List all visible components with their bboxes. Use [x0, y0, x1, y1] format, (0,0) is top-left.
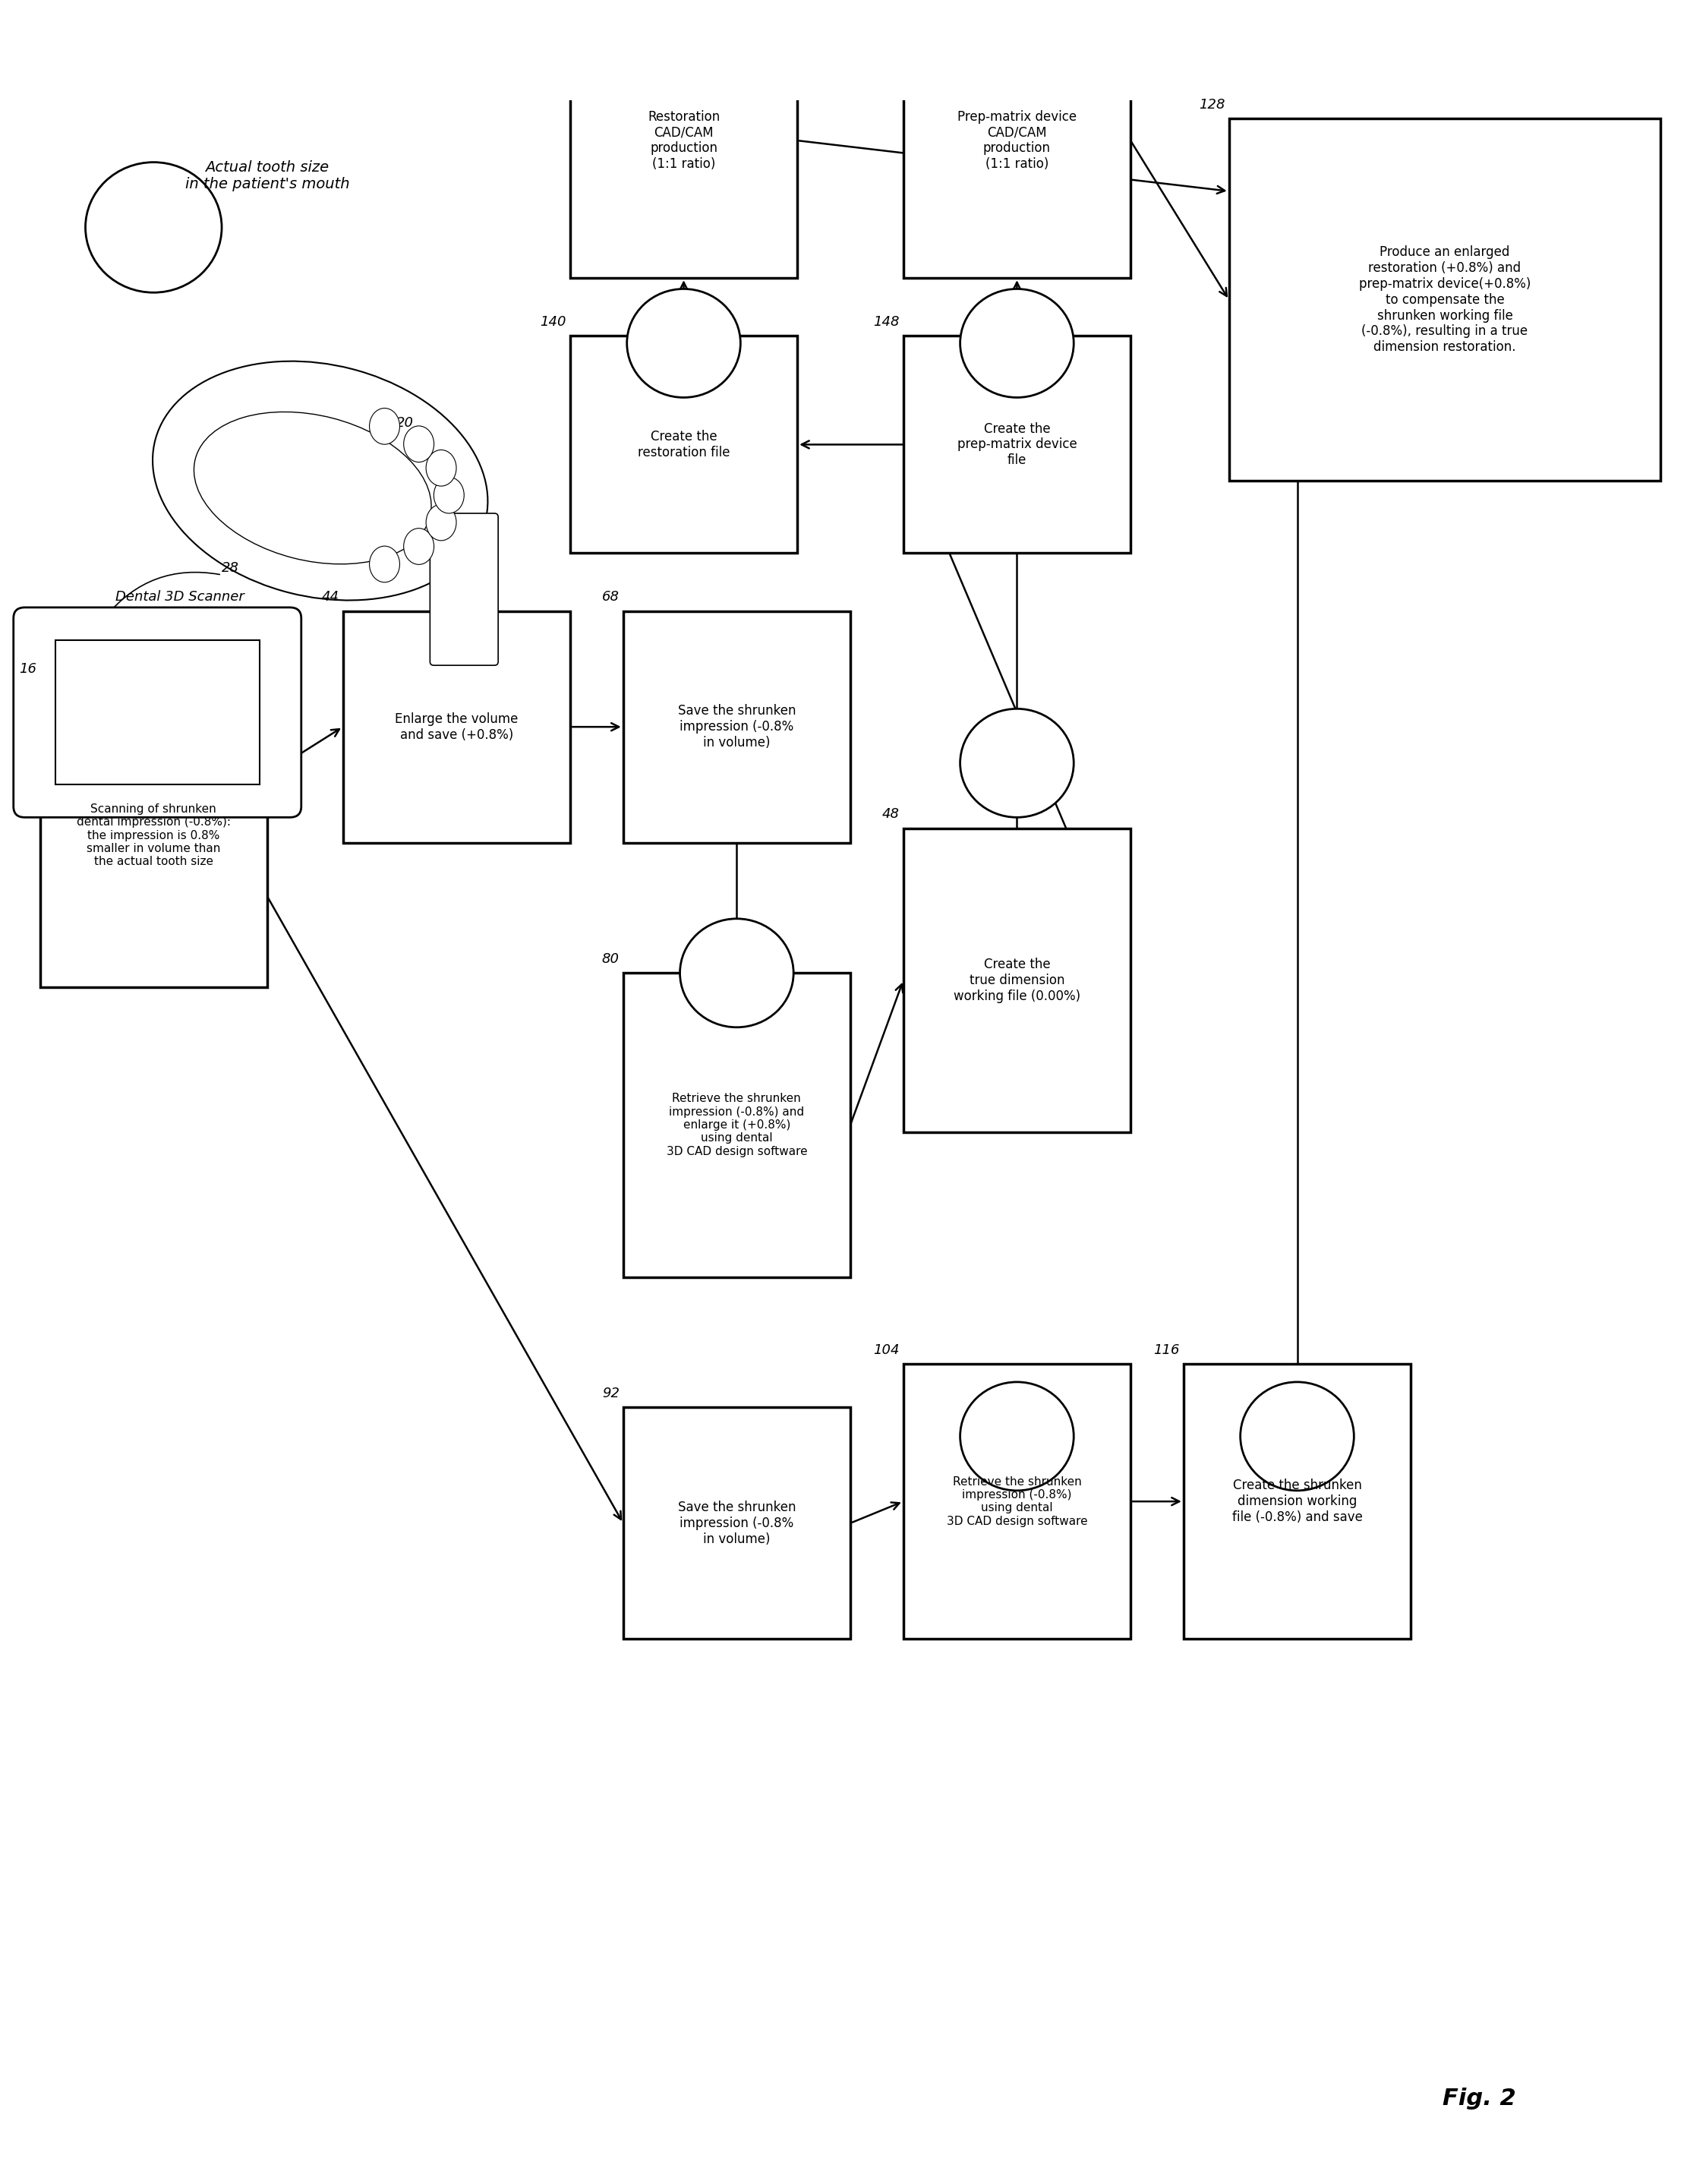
Ellipse shape — [194, 413, 432, 563]
Text: 44: 44 — [322, 590, 339, 603]
Bar — [570, 2, 798, 277]
Bar — [1230, 118, 1660, 480]
Text: 28: 28 — [221, 561, 240, 574]
Ellipse shape — [434, 476, 464, 513]
Circle shape — [960, 710, 1073, 817]
FancyBboxPatch shape — [13, 607, 302, 817]
Bar — [903, 1363, 1130, 1638]
Text: 16: 16 — [19, 662, 35, 677]
Circle shape — [1240, 1382, 1355, 1489]
Text: Fig. 2: Fig. 2 — [1442, 2088, 1515, 2110]
Text: Dental 3D Scanner: Dental 3D Scanner — [116, 590, 245, 603]
Text: Retrieve the shrunken
impression (-0.8%) and
enlarge it (+0.8%)
using dental
3D : Retrieve the shrunken impression (-0.8%)… — [666, 1092, 806, 1158]
Text: 116: 116 — [1154, 1343, 1179, 1356]
Bar — [903, 828, 1130, 1131]
Bar — [56, 640, 260, 784]
Text: 80: 80 — [602, 952, 619, 965]
Text: 92: 92 — [602, 1387, 619, 1400]
Ellipse shape — [403, 529, 434, 563]
Text: Retrieve the shrunken
impression (-0.8%)
using dental
3D CAD design software: Retrieve the shrunken impression (-0.8%)… — [946, 1476, 1088, 1527]
Bar — [40, 684, 267, 987]
Text: Create the shrunken
dimension working
file (-0.8%) and save: Create the shrunken dimension working fi… — [1232, 1479, 1363, 1524]
Circle shape — [953, 0, 1081, 50]
Ellipse shape — [152, 360, 488, 601]
Text: Create the
true dimension
working file (0.00%): Create the true dimension working file (… — [953, 957, 1080, 1002]
Circle shape — [1339, 0, 1468, 50]
Ellipse shape — [427, 505, 455, 542]
Circle shape — [960, 1382, 1073, 1489]
Bar — [570, 336, 798, 553]
Bar — [903, 336, 1130, 553]
Text: 20: 20 — [396, 417, 413, 430]
Text: 68: 68 — [602, 590, 619, 603]
Bar — [342, 612, 570, 843]
Text: Actual tooth size
in the patient's mouth: Actual tooth size in the patient's mouth — [186, 159, 349, 192]
Bar — [623, 1406, 850, 1638]
Text: 140: 140 — [540, 314, 567, 330]
Bar — [623, 612, 850, 843]
Ellipse shape — [369, 546, 400, 583]
Circle shape — [960, 288, 1073, 397]
Text: Create the
restoration file: Create the restoration file — [638, 430, 730, 459]
Text: Enlarge the volume
and save (+0.8%): Enlarge the volume and save (+0.8%) — [395, 712, 518, 743]
Ellipse shape — [403, 426, 434, 463]
Text: 128: 128 — [1199, 98, 1225, 111]
Circle shape — [619, 0, 747, 50]
Circle shape — [628, 288, 741, 397]
Text: 148: 148 — [874, 314, 899, 330]
Bar — [623, 974, 850, 1278]
Text: Save the shrunken
impression (-0.8%
in volume): Save the shrunken impression (-0.8% in v… — [678, 703, 796, 749]
Text: Scanning of shrunken
dental impression (-0.8%):
the impression is 0.8%
smaller i: Scanning of shrunken dental impression (… — [76, 804, 231, 867]
Text: 48: 48 — [882, 808, 899, 821]
Circle shape — [680, 919, 793, 1026]
Text: Restoration
CAD/CAM
production
(1:1 ratio): Restoration CAD/CAM production (1:1 rati… — [648, 109, 720, 170]
Text: Save the shrunken
impression (-0.8%
in volume): Save the shrunken impression (-0.8% in v… — [678, 1500, 796, 1546]
Ellipse shape — [369, 408, 400, 443]
Text: Prep-matrix device
CAD/CAM
production
(1:1 ratio): Prep-matrix device CAD/CAM production (1… — [957, 109, 1076, 170]
Bar — [1184, 1363, 1410, 1638]
Text: 104: 104 — [874, 1343, 899, 1356]
Circle shape — [86, 162, 221, 293]
FancyBboxPatch shape — [430, 513, 498, 666]
Text: Create the
prep-matrix device
file: Create the prep-matrix device file — [957, 422, 1076, 467]
Bar — [903, 2, 1130, 277]
Text: Produce an enlarged
restoration (+0.8%) and
prep-matrix device(+0.8%)
to compens: Produce an enlarged restoration (+0.8%) … — [1360, 245, 1530, 354]
Ellipse shape — [427, 450, 455, 487]
